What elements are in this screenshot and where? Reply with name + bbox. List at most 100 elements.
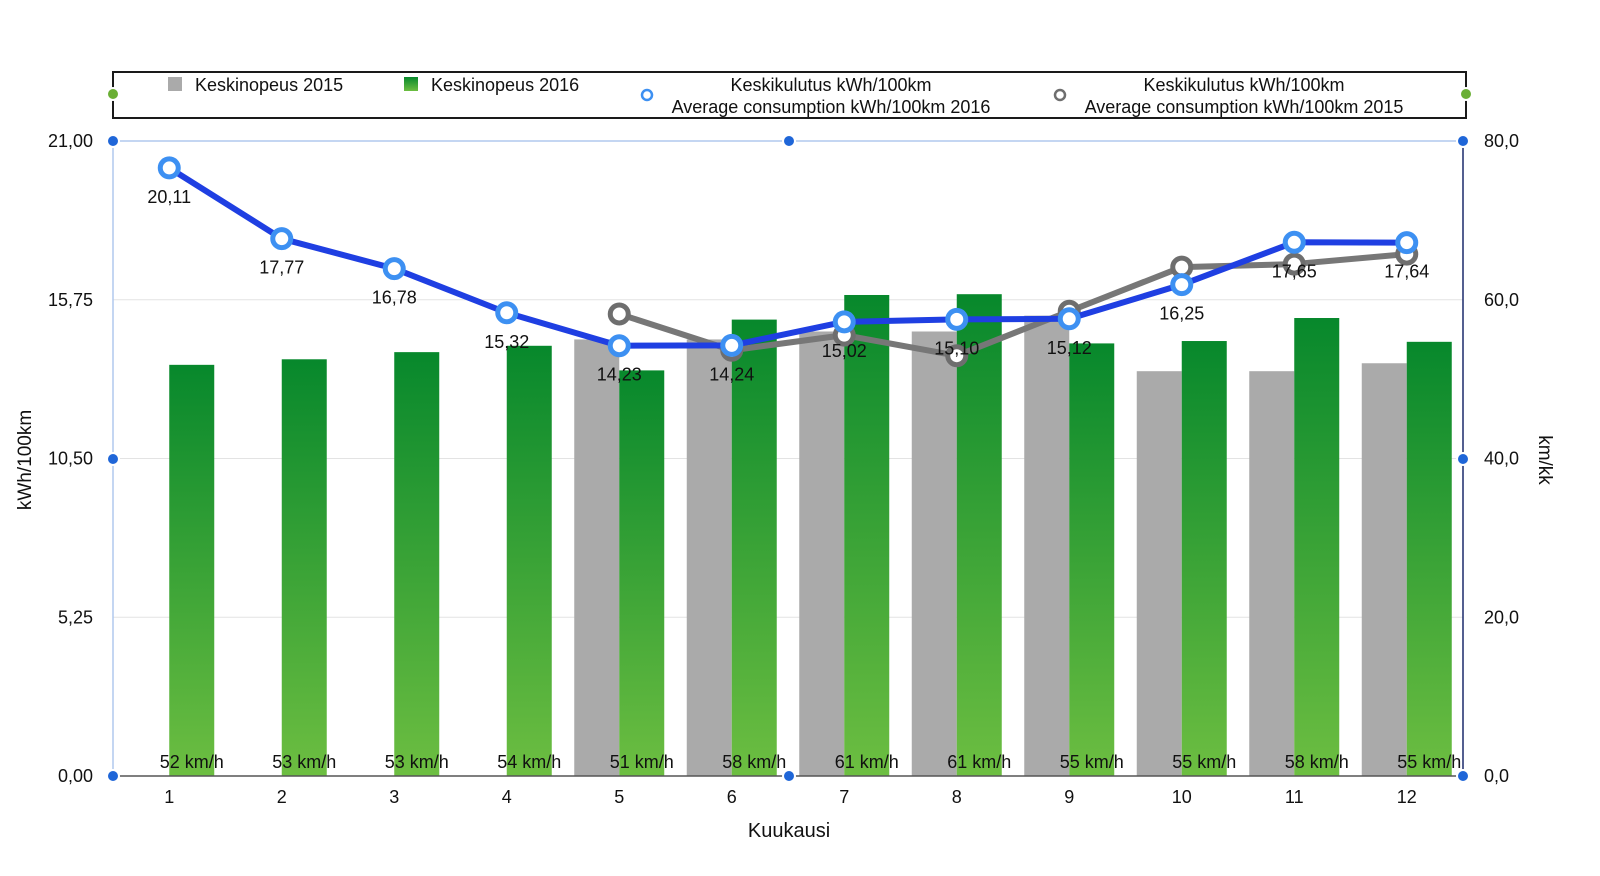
bar-keskinopeus-2015: [1361, 363, 1407, 776]
bar-keskinopeus-2016: [169, 364, 215, 776]
line-data-label: 15,32: [484, 332, 529, 352]
bar-keskinopeus-2015: [686, 339, 732, 776]
bar-keskinopeus-2016: [281, 359, 327, 776]
bar-keskinopeus-2016: [506, 345, 552, 776]
x-tick-label: 12: [1397, 787, 1417, 807]
y2-tick-label: 60,0: [1484, 290, 1519, 310]
bar-keskinopeus-2016: [731, 319, 777, 776]
chart-handle-top-left[interactable]: [106, 134, 120, 148]
legend-handle-left[interactable]: [106, 87, 120, 101]
bar-keskinopeus-2015: [574, 339, 620, 776]
y2-tick-label: 0,0: [1484, 766, 1509, 786]
chart-handle-bottom-center[interactable]: [782, 769, 796, 783]
x-tick-label: 7: [839, 787, 849, 807]
y2-tick-label: 40,0: [1484, 449, 1519, 469]
bar-data-label: 54 km/h: [497, 752, 561, 772]
bar-keskinopeus-2016: [1181, 341, 1227, 776]
x-tick-label: 9: [1064, 787, 1074, 807]
line-point-consumption-2015: [607, 302, 631, 326]
line-data-label: 20,11: [147, 187, 191, 207]
legend-label-keskinopeus-2016: Keskinopeus 2016: [431, 75, 579, 95]
bar-data-label: 53 km/h: [385, 752, 449, 772]
bar-data-label: 52 km/h: [160, 752, 224, 772]
legend-marker-consumption-2015: [1053, 88, 1067, 102]
bar-data-label: 58 km/h: [722, 752, 786, 772]
line-data-label: 17,64: [1384, 262, 1429, 282]
legend-label-consumption-2015-line1: Keskikulutus kWh/100km: [1143, 75, 1344, 95]
x-axis-title: Kuukausi: [748, 820, 830, 842]
legend-label-consumption-2016-line1: Keskikulutus kWh/100km: [730, 75, 931, 95]
line-data-label: 14,23: [597, 365, 642, 385]
x-tick-label: 6: [727, 787, 737, 807]
bar-keskinopeus-2016: [1406, 341, 1452, 776]
y-tick-label: 5,25: [58, 607, 93, 627]
line-point-consumption-2016: [157, 156, 181, 180]
x-tick-label: 1: [164, 787, 174, 807]
line-point-consumption-2016: [495, 301, 519, 325]
gridlines: [113, 299, 1463, 618]
bar-keskinopeus-2016: [394, 352, 440, 776]
line-point-consumption-2016: [945, 307, 969, 331]
bar-data-label: 51 km/h: [610, 752, 674, 772]
legend[interactable]: Keskinopeus 2015 Keskinopeus 2016 Keskik…: [112, 71, 1467, 119]
bar-keskinopeus-2015: [1024, 315, 1070, 776]
chart-handle-middle-right[interactable]: [1456, 452, 1470, 466]
bar-data-label: 61 km/h: [835, 752, 899, 772]
chart-handle-top-right[interactable]: [1456, 134, 1470, 148]
line-point-consumption-2016: [1057, 307, 1081, 331]
bars: [169, 294, 1452, 776]
line-point-consumption-2016: [1282, 230, 1306, 254]
bar-keskinopeus-2015: [799, 331, 845, 776]
bar-keskinopeus-2016: [1069, 343, 1115, 776]
bar-data-label: 55 km/h: [1397, 752, 1461, 772]
y-tick-label: 10,50: [48, 449, 93, 469]
line-data-label: 15,10: [934, 338, 979, 358]
legend-box[interactable]: [112, 71, 1467, 119]
line-data-label: 15,02: [822, 341, 867, 361]
x-tick-label: 2: [277, 787, 287, 807]
series-line-consumption-2016: [166, 164, 1410, 349]
line-data-labels: 20,11 17,77 16,78 15,32 14,23 14,24 15,02 15,10…: [147, 187, 1429, 385]
bar-keskinopeus-2015: [1136, 371, 1182, 776]
line-point-consumption-2015: [1282, 252, 1306, 276]
x-tick-label: 4: [502, 787, 512, 807]
legend-handle-right[interactable]: [1459, 87, 1473, 101]
line-point-consumption-2016: [382, 257, 406, 281]
y2-tick-label: 20,0: [1484, 607, 1519, 627]
bar-data-label: 55 km/h: [1060, 752, 1124, 772]
line-data-label: 17,65: [1272, 261, 1317, 281]
bar-keskinopeus-2016: [1294, 318, 1340, 776]
x-tick-label: 3: [389, 787, 399, 807]
line-point-consumption-2016: [1395, 231, 1419, 255]
y2-tick-label: 80,0: [1484, 131, 1519, 151]
tick-labels: 0,00 5,25 10,50 15,75 21,00 0,0 20,0 40,0 60,0 80…: [48, 131, 1519, 807]
line-data-label: 16,78: [372, 288, 417, 308]
line-data-label: 14,24: [709, 364, 754, 384]
bar-data-label: 58 km/h: [1285, 752, 1349, 772]
chart-handle-bottom-right[interactable]: [1456, 769, 1470, 783]
chart-handle-bottom-left[interactable]: [106, 769, 120, 783]
y2-axis-title: km/kk: [1534, 435, 1555, 485]
bar-keskinopeus-2016: [956, 294, 1002, 776]
y-tick-label: 15,75: [48, 290, 93, 310]
legend-label-keskinopeus-2015: Keskinopeus 2015: [195, 75, 343, 95]
legend-label-consumption-2016-line2: Average consumption kWh/100km 2016: [672, 97, 991, 117]
line-point-consumption-2015: [945, 344, 969, 368]
chart-handle-middle-left[interactable]: [106, 452, 120, 466]
legend-swatch-keskinopeus-2015: [168, 77, 182, 91]
legend-swatch-keskinopeus-2016: [404, 77, 418, 91]
series-line-consumption-2015: [616, 251, 1410, 359]
bar-keskinopeus-2016: [844, 294, 890, 776]
legend-marker-consumption-2016: [640, 88, 654, 102]
bar-data-label: 53 km/h: [272, 752, 336, 772]
x-tick-label: 10: [1172, 787, 1192, 807]
line-point-consumption-2016: [607, 334, 631, 358]
x-tick-label: 11: [1285, 787, 1304, 807]
line-data-label: 15,12: [1047, 338, 1092, 358]
line-point-consumption-2016: [1170, 273, 1194, 297]
chart-handle-top-center[interactable]: [782, 134, 796, 148]
x-tick-label: 5: [614, 787, 624, 807]
bar-data-labels: 52 km/h 53 km/h 53 km/h 54 km/h 51 km/h 58 km…: [160, 752, 1462, 772]
selection-handles[interactable]: [106, 87, 1473, 783]
